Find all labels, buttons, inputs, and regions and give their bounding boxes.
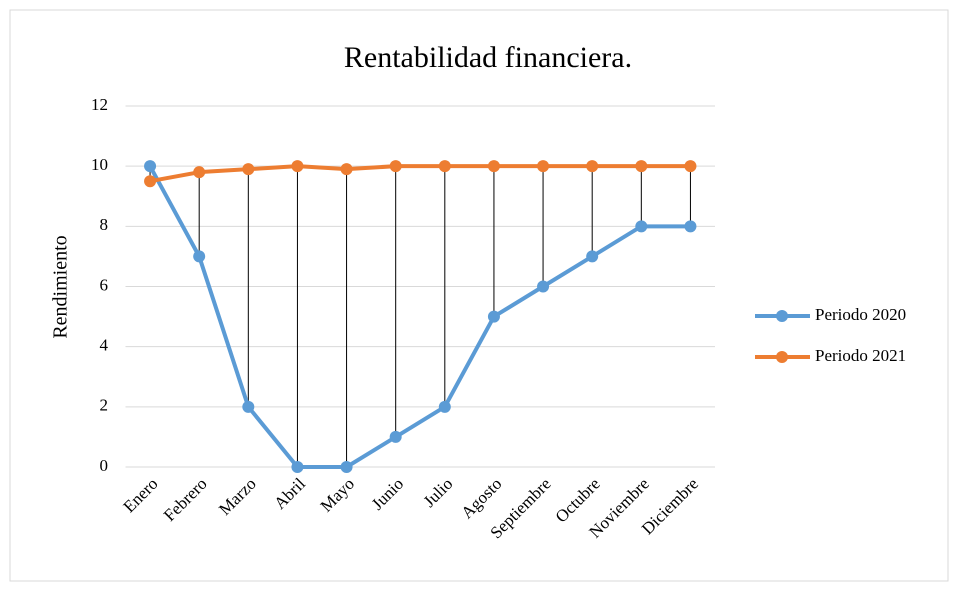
y-tick-label: 4 (100, 336, 109, 355)
marker (144, 160, 157, 173)
marker (635, 160, 648, 173)
y-tick-label: 6 (100, 275, 109, 294)
marker (487, 310, 500, 323)
marker (144, 175, 157, 188)
y-tick-label: 12 (91, 95, 108, 114)
legend-marker (776, 310, 788, 322)
y-tick-label: 2 (100, 396, 109, 415)
marker (537, 160, 550, 173)
marker (291, 461, 304, 473)
marker (340, 461, 353, 473)
chart-title: Rentabilidad financiera. (344, 41, 632, 74)
marker (291, 160, 304, 173)
marker (340, 163, 353, 176)
marker (438, 160, 451, 173)
marker (586, 160, 599, 173)
marker (389, 160, 402, 173)
y-tick-label: 8 (100, 215, 109, 234)
marker (242, 400, 255, 413)
y-tick-label: 0 (100, 456, 109, 475)
y-tick-label: 10 (91, 155, 108, 174)
marker (242, 163, 255, 176)
marker (487, 160, 500, 173)
series-line (148, 165, 691, 469)
marker (635, 220, 648, 233)
marker (193, 250, 206, 263)
marker (684, 220, 697, 233)
legend-label: Periodo 2021 (815, 346, 906, 365)
marker (684, 160, 697, 173)
legend-label: Periodo 2020 (815, 305, 906, 324)
y-axis-label: Rendimiento (50, 235, 72, 338)
marker (438, 400, 451, 413)
legend-marker (776, 351, 788, 363)
marker (586, 250, 599, 263)
marker (193, 166, 206, 179)
marker (389, 430, 402, 443)
series-line (149, 164, 691, 184)
marker (537, 280, 550, 293)
chart-border (9, 9, 949, 582)
